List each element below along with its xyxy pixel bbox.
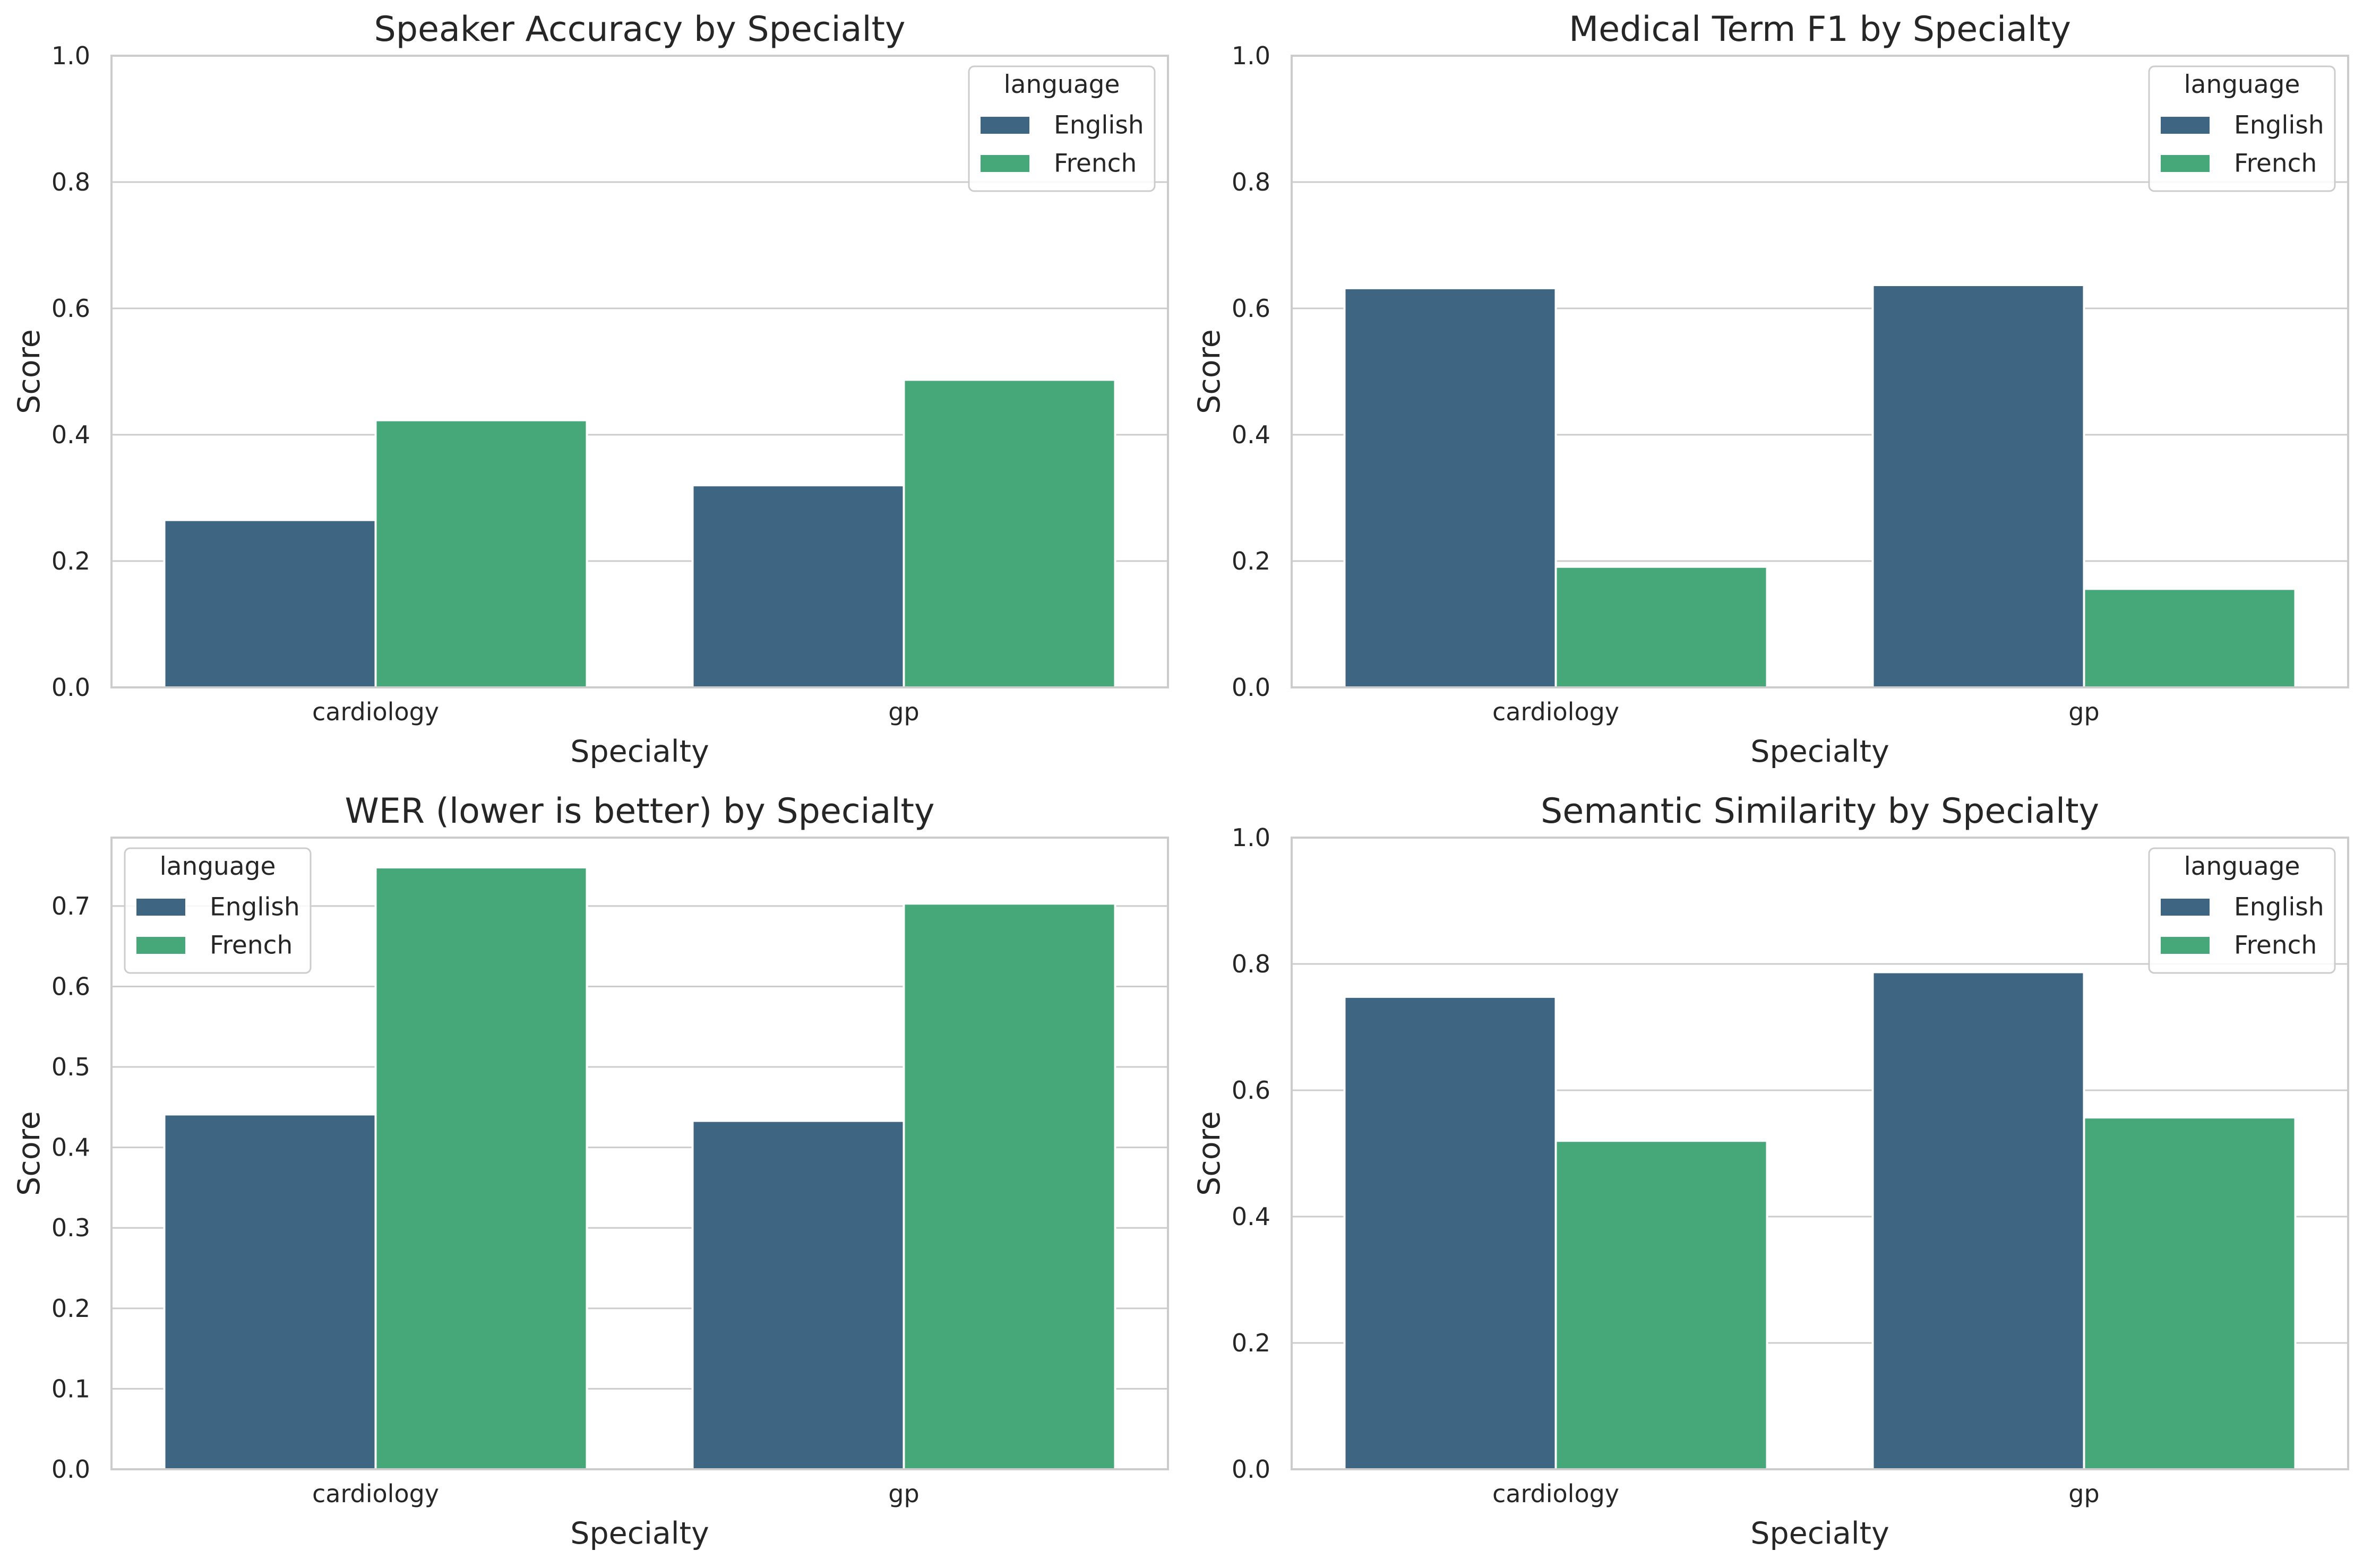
bar-cardiology-french <box>374 866 588 1470</box>
bar-cardiology-french <box>1554 1140 1768 1470</box>
y-axis-label: Score <box>12 329 47 414</box>
bar-cardiology-english <box>1343 995 1557 1470</box>
legend-label-english: English <box>1054 111 1144 140</box>
chart-title: Semantic Similarity by Specialty <box>1541 791 2099 831</box>
legend: language English French <box>124 847 312 974</box>
y-tick-label: 0.7 <box>51 892 90 920</box>
y-tick-label: 0.3 <box>51 1213 90 1242</box>
x-tick-label: gp <box>888 1479 919 1508</box>
legend-swatch-english <box>136 899 185 916</box>
plot-frame <box>110 55 1169 688</box>
bar-gp-french <box>2083 588 2297 688</box>
x-axis-label: Specialty <box>570 1516 709 1551</box>
y-tick-label: 0.5 <box>51 1053 90 1081</box>
y-tick-label: 0.0 <box>51 1455 90 1484</box>
y-axis-label: Score <box>1192 329 1227 414</box>
legend-title: language <box>2184 70 2300 99</box>
y-tick-label: 0.2 <box>1232 547 1270 575</box>
y-tick-label: 0.6 <box>51 972 90 1001</box>
x-axis-label: Specialty <box>1750 1516 1889 1551</box>
x-tick-label: cardiology <box>312 697 439 726</box>
legend-swatch-english <box>2161 899 2210 916</box>
legend-label-english: English <box>210 893 300 922</box>
legend-title: language <box>1004 70 1120 99</box>
chart-panel-4: 0.0 0.2 0.4 0.6 0.8 1.0 cardiology gp Specialty S… <box>1192 791 2349 1551</box>
y-tick-label: 0.2 <box>1232 1329 1270 1357</box>
y-tick-label: 0.4 <box>51 420 90 449</box>
y-tick-label: 1.0 <box>51 41 90 70</box>
y-tick-label: 0.8 <box>1232 950 1270 978</box>
chart-title: Speaker Accuracy by Specialty <box>374 10 906 49</box>
bar-gp-english <box>1871 283 2085 688</box>
bar-gp-english <box>691 484 905 688</box>
legend-title: language <box>2184 852 2300 881</box>
legend-swatch-french <box>981 155 1029 172</box>
legend-swatch-french <box>136 937 185 954</box>
legend-swatch-english <box>981 117 1029 134</box>
y-tick-label: 1.0 <box>1232 823 1270 852</box>
plot-frame <box>1291 837 2349 1470</box>
x-tick-label: gp <box>2068 1479 2099 1508</box>
legend: language English French <box>968 65 1156 192</box>
bar-cardiology-french <box>1554 565 1768 688</box>
bar-gp-english <box>691 1119 905 1470</box>
y-tick-label: 0.6 <box>1232 1076 1270 1105</box>
bar-gp-english <box>1871 971 2085 1470</box>
legend-swatch-french <box>2161 155 2210 172</box>
x-tick-label: cardiology <box>1492 1479 1619 1508</box>
bar-cardiology-english <box>163 1113 377 1471</box>
bar-cardiology-french <box>374 419 588 688</box>
legend-swatch-french <box>2161 937 2210 954</box>
x-tick-label: gp <box>2068 697 2099 726</box>
y-tick-label: 0.6 <box>51 294 90 323</box>
legend-label-english: English <box>2234 111 2324 140</box>
y-tick-label: 0.2 <box>51 1294 90 1323</box>
bar-gp-french <box>2083 1116 2297 1470</box>
plot-frame <box>1291 55 2349 688</box>
legend-label-french: French <box>2234 149 2317 178</box>
y-tick-label: 0.0 <box>1232 1455 1270 1484</box>
y-tick-label: 0.8 <box>1232 168 1270 196</box>
y-tick-label: 0.0 <box>1232 673 1270 702</box>
legend-swatch-english <box>2161 117 2210 134</box>
y-tick-label: 0.4 <box>1232 420 1270 449</box>
bar-cardiology-english <box>1343 287 1557 688</box>
y-tick-label: 0.4 <box>51 1133 90 1162</box>
y-tick-label: 1.0 <box>1232 41 1270 70</box>
chart-panel-1: 0.0 0.2 0.4 0.6 0.8 1.0 cardiology gp Specialty S… <box>12 10 1169 769</box>
chart-panel-3: 0.0 0.1 0.2 0.3 0.4 0.5 0.6 0.7 cardiology gp Spec… <box>12 791 1169 1551</box>
y-axis-label: Score <box>12 1111 47 1196</box>
y-axis-label: Score <box>1192 1111 1227 1196</box>
plot-frame <box>110 837 1169 1470</box>
chart-panel-2: 0.0 0.2 0.4 0.6 0.8 1.0 cardiology gp Specialty S… <box>1192 10 2349 769</box>
y-tick-label: 0.6 <box>1232 294 1270 323</box>
legend-label-french: French <box>1054 149 1137 178</box>
x-tick-label: cardiology <box>1492 697 1619 726</box>
legend: language English French <box>2148 65 2336 192</box>
chart-title: Medical Term F1 by Specialty <box>1569 10 2071 49</box>
x-tick-label: gp <box>888 697 919 726</box>
legend-label-french: French <box>210 931 293 960</box>
legend-title: language <box>160 852 276 881</box>
y-tick-label: 0.2 <box>51 547 90 575</box>
bar-gp-french <box>903 902 1116 1470</box>
x-axis-label: Specialty <box>570 734 709 769</box>
chart-title: WER (lower is better) by Specialty <box>345 791 935 831</box>
y-tick-label: 0.8 <box>51 168 90 196</box>
bar-cardiology-english <box>163 519 377 689</box>
bar-gp-french <box>903 378 1116 688</box>
legend-label-french: French <box>2234 931 2317 960</box>
y-tick-label: 0.1 <box>51 1374 90 1403</box>
legend-label-english: English <box>2234 893 2324 922</box>
y-tick-label: 0.0 <box>51 673 90 702</box>
y-tick-label: 0.4 <box>1232 1202 1270 1231</box>
x-tick-label: cardiology <box>312 1479 439 1508</box>
legend: language English French <box>2148 847 2336 974</box>
x-axis-label: Specialty <box>1750 734 1889 769</box>
